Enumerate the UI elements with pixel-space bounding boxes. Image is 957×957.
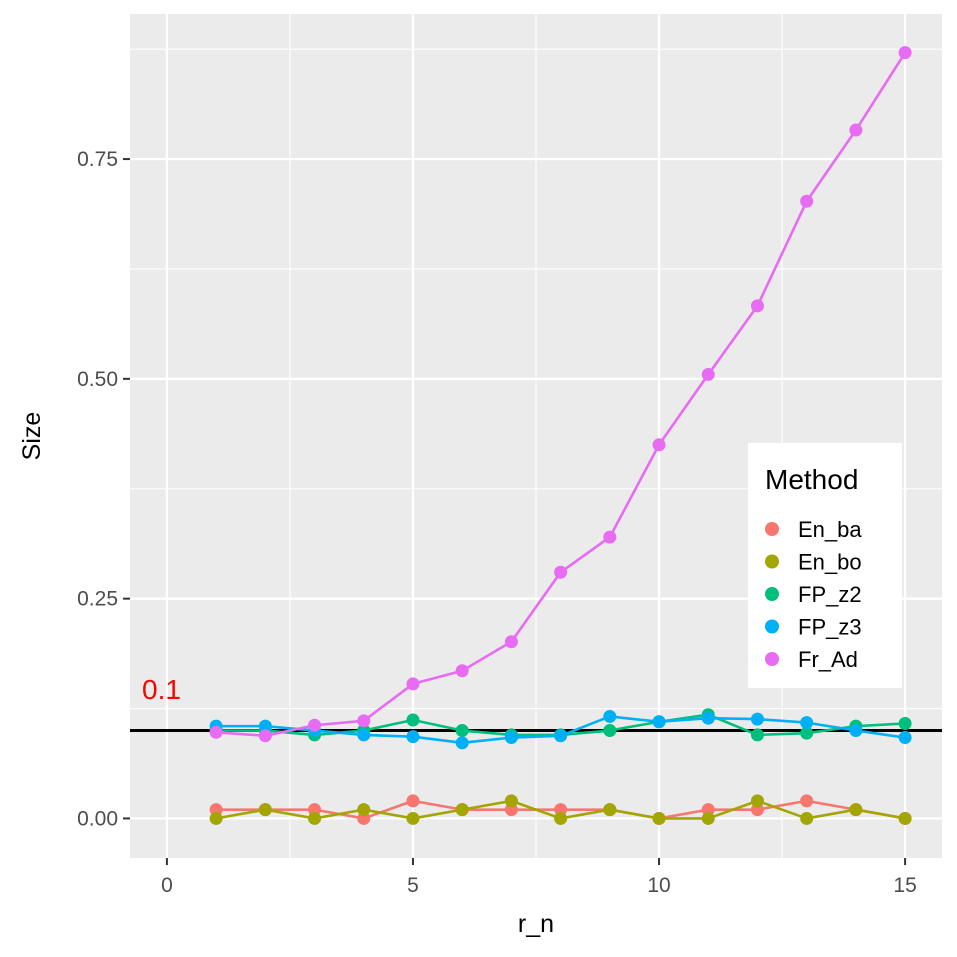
data-point <box>652 438 666 452</box>
data-point <box>800 811 814 825</box>
series-layer <box>209 46 912 825</box>
data-point <box>800 716 814 730</box>
legend-label: En_ba <box>798 517 862 542</box>
data-point <box>652 715 666 729</box>
data-point <box>308 718 322 732</box>
data-point <box>258 803 272 817</box>
data-point <box>554 565 568 579</box>
series-Fr_Ad <box>209 46 912 743</box>
data-point <box>357 803 371 817</box>
data-point <box>849 803 863 817</box>
data-point <box>800 726 814 740</box>
data-point <box>258 719 272 733</box>
data-point <box>406 794 420 808</box>
data-point <box>406 677 420 691</box>
data-point <box>701 367 715 381</box>
data-point <box>209 725 223 739</box>
axes-layer: 0 5 10 15 0.00 0.25 0.50 0.75 <box>77 148 917 897</box>
data-point <box>455 664 469 678</box>
data-point <box>455 803 469 817</box>
data-point <box>750 794 764 808</box>
data-point <box>750 712 764 726</box>
data-point <box>406 730 420 744</box>
data-point <box>701 711 715 725</box>
data-point <box>258 729 272 743</box>
data-point <box>554 729 568 743</box>
legend-item: Fr_Ad <box>765 647 858 672</box>
legend-key <box>765 587 779 601</box>
data-point <box>406 811 420 825</box>
data-point <box>455 724 469 738</box>
data-point <box>504 794 518 808</box>
series-FP_z3 <box>209 709 912 750</box>
data-point <box>800 794 814 808</box>
legend-item: En_bo <box>765 550 862 575</box>
y-tick-label: 0.50 <box>77 368 118 391</box>
data-point <box>898 46 912 60</box>
data-point <box>898 811 912 825</box>
legend-key <box>765 652 779 666</box>
legend: Method En_ba En_bo FP_z2 FP_z3 Fr_Ad <box>748 443 902 688</box>
data-point <box>504 731 518 745</box>
data-point <box>898 731 912 745</box>
data-point <box>308 811 322 825</box>
x-axis-title: r_n <box>518 910 554 938</box>
x-tick-label: 0 <box>161 874 173 897</box>
data-point <box>652 811 666 825</box>
data-point <box>898 716 912 730</box>
y-tick-label: 0.25 <box>77 588 118 611</box>
x-tick-label: 5 <box>407 874 419 897</box>
y-axis-title: Size <box>18 412 46 461</box>
data-point <box>504 635 518 649</box>
data-point <box>209 811 223 825</box>
data-point <box>455 736 469 750</box>
legend-item: FP_z3 <box>765 615 862 640</box>
legend-item: FP_z2 <box>765 582 862 607</box>
legend-title: Method <box>765 464 858 495</box>
x-tick-label: 15 <box>893 874 916 897</box>
grid-minor <box>130 14 942 858</box>
legend-label: FP_z3 <box>798 615 862 640</box>
legend-key <box>765 619 779 634</box>
y-tick-label: 0.75 <box>77 148 118 171</box>
data-point <box>750 299 764 313</box>
data-point <box>603 530 617 544</box>
legend-key <box>765 554 779 569</box>
data-point <box>357 714 371 728</box>
legend-item: En_ba <box>765 517 862 542</box>
legend-label: FP_z2 <box>798 582 862 607</box>
legend-label: Fr_Ad <box>798 647 858 672</box>
data-point <box>603 724 617 738</box>
legend-key <box>765 522 779 536</box>
data-point <box>750 728 764 742</box>
data-point <box>406 713 420 727</box>
data-point <box>357 728 371 742</box>
reference-line-label: 0.1 <box>142 674 181 705</box>
legend-label: En_bo <box>798 550 862 575</box>
data-point <box>849 123 863 137</box>
data-point <box>800 194 814 208</box>
data-point <box>603 709 617 723</box>
data-point <box>849 724 863 738</box>
series-En_bo <box>209 794 912 825</box>
data-point <box>701 811 715 825</box>
x-tick-label: 10 <box>647 874 670 897</box>
y-tick-label: 0.00 <box>77 807 118 830</box>
legend-items: En_ba En_bo FP_z2 FP_z3 Fr_Ad <box>765 517 862 672</box>
data-point <box>554 811 568 825</box>
data-point <box>603 803 617 817</box>
